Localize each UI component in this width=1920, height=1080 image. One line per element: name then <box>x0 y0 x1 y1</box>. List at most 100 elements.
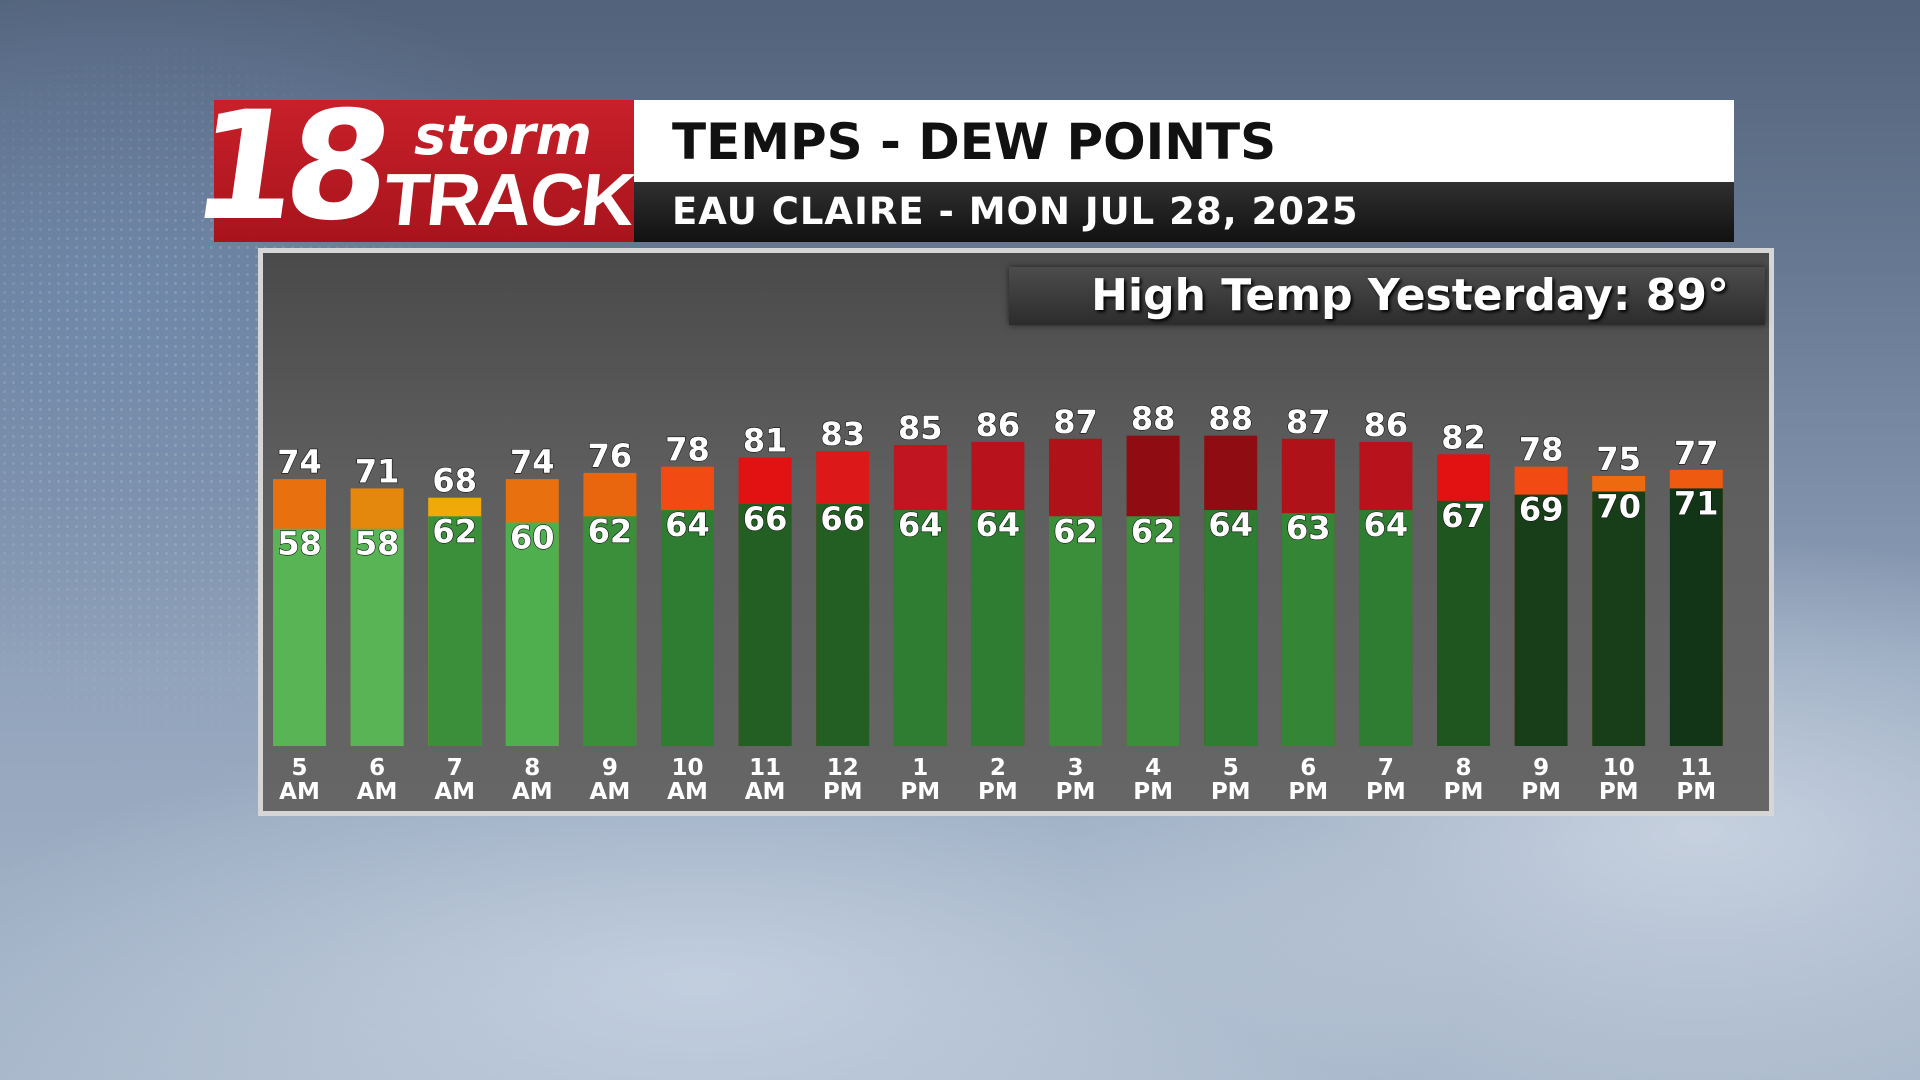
hour-label-5: 10 <box>671 755 703 781</box>
temp-label-13: 87 <box>1286 403 1331 441</box>
temp-label-1: 71 <box>355 452 400 490</box>
dewpoint-label-9: 64 <box>976 506 1021 544</box>
dewpoint-bar-12 <box>1204 510 1258 746</box>
ampm-label-10: PM <box>1056 779 1096 805</box>
dewpoint-bar-3 <box>505 522 559 746</box>
high-temp-label: High Temp Yesterday: <box>1091 270 1631 321</box>
temp-label-12: 88 <box>1208 400 1253 438</box>
temp-label-16: 78 <box>1519 431 1564 469</box>
dewpoint-label-7: 66 <box>820 500 865 538</box>
ampm-label-16: PM <box>1521 779 1561 805</box>
ampm-label-0: AM <box>279 779 320 805</box>
ampm-label-17: PM <box>1599 779 1639 805</box>
ampm-label-12: PM <box>1211 779 1251 805</box>
dewpoint-label-0: 58 <box>277 525 322 563</box>
temp-label-7: 83 <box>820 415 865 453</box>
dewpoint-label-4: 62 <box>588 512 633 550</box>
dewpoint-bar-10 <box>1049 516 1102 746</box>
temp-label-15: 82 <box>1441 418 1486 456</box>
dewpoint-bar-6 <box>738 503 792 746</box>
hour-label-16: 9 <box>1533 755 1549 781</box>
temp-label-5: 78 <box>665 431 710 469</box>
ampm-label-5: AM <box>667 779 708 805</box>
logo-word-track: TRACK <box>379 158 638 241</box>
dewpoint-label-1: 58 <box>355 525 400 563</box>
ampm-label-18: PM <box>1676 779 1716 805</box>
dewpoint-label-16: 69 <box>1519 491 1564 529</box>
hour-label-3: 8 <box>524 755 540 781</box>
logo-number: 18 <box>181 80 391 254</box>
hour-label-2: 7 <box>447 755 463 781</box>
ampm-label-4: AM <box>590 779 631 805</box>
temp-label-6: 81 <box>743 421 788 459</box>
hour-label-12: 5 <box>1223 755 1239 781</box>
ampm-label-7: PM <box>823 779 863 805</box>
high-temp-box: High Temp Yesterday: 89° <box>1009 267 1765 325</box>
ampm-label-2: AM <box>434 779 475 805</box>
page-title: TEMPS - DEW POINTS <box>672 113 1277 171</box>
hour-label-15: 8 <box>1455 755 1471 781</box>
dewpoint-label-6: 66 <box>743 500 788 538</box>
hour-label-13: 6 <box>1300 755 1316 781</box>
dewpoint-bar-17 <box>1592 491 1646 746</box>
subtitle-bar: EAU CLAIRE - MON JUL 28, 2025 <box>634 182 1734 242</box>
high-temp-value: 89° <box>1645 270 1729 321</box>
hour-label-11: 4 <box>1145 755 1161 781</box>
dewpoint-bar-0 <box>273 528 326 746</box>
temp-dewpoint-chart: 74585AM71586AM68627AM74608AM76629AM78641… <box>273 399 1723 805</box>
dewpoint-label-5: 64 <box>665 506 710 544</box>
dewpoint-label-15: 67 <box>1441 497 1486 535</box>
logo-word-storm: storm <box>414 104 592 167</box>
ampm-label-8: PM <box>900 779 940 805</box>
temp-label-17: 75 <box>1596 440 1641 478</box>
dewpoint-bar-13 <box>1281 513 1335 746</box>
station-logo: 18 storm TRACK <box>182 80 638 254</box>
hour-label-17: 10 <box>1603 755 1635 781</box>
temp-label-3: 74 <box>510 443 555 481</box>
dewpoint-label-2: 62 <box>432 512 477 550</box>
temp-label-9: 86 <box>976 406 1021 444</box>
dewpoint-bar-5 <box>661 510 714 746</box>
ampm-label-6: AM <box>745 779 786 805</box>
dewpoint-bar-14 <box>1359 510 1413 746</box>
dewpoint-label-10: 62 <box>1053 512 1098 550</box>
temp-label-8: 85 <box>898 409 943 447</box>
dewpoint-label-3: 60 <box>510 519 555 557</box>
dewpoint-label-17: 70 <box>1596 488 1641 526</box>
location-date: EAU CLAIRE - MON JUL 28, 2025 <box>672 190 1359 233</box>
hour-label-18: 11 <box>1680 755 1712 781</box>
temp-label-2: 68 <box>432 462 477 500</box>
hour-label-0: 5 <box>291 755 307 781</box>
ampm-label-15: PM <box>1444 779 1484 805</box>
ampm-label-11: PM <box>1133 779 1173 805</box>
hour-label-8: 1 <box>912 755 928 781</box>
dewpoint-label-14: 64 <box>1364 506 1409 544</box>
chart-panel: High Temp Yesterday: 89° 74 58 5 AM 71 58 6 AM 6… <box>258 248 1774 816</box>
hour-label-14: 7 <box>1378 755 1394 781</box>
dewpoint-label-11: 62 <box>1131 512 1176 550</box>
hour-label-1: 6 <box>369 755 385 781</box>
dewpoint-label-8: 64 <box>898 506 943 544</box>
dewpoint-bar-18 <box>1669 488 1723 746</box>
dewpoint-label-18: 71 <box>1674 484 1719 522</box>
dewpoint-bar-9 <box>971 510 1025 746</box>
hour-label-4: 9 <box>602 755 618 781</box>
dewpoint-bar-2 <box>428 516 482 746</box>
dewpoint-label-12: 64 <box>1208 506 1253 544</box>
hour-label-7: 12 <box>827 755 859 781</box>
ampm-label-9: PM <box>978 779 1018 805</box>
temp-label-4: 76 <box>588 437 633 475</box>
dewpoint-bar-7 <box>816 503 870 746</box>
dewpoint-bar-16 <box>1514 494 1568 746</box>
hour-label-10: 3 <box>1067 755 1083 781</box>
dewpoint-bar-11 <box>1126 516 1180 746</box>
temp-label-14: 86 <box>1364 406 1409 444</box>
ampm-label-3: AM <box>512 779 553 805</box>
high-temp-text: High Temp Yesterday: 89° <box>1091 271 1729 321</box>
temp-label-18: 77 <box>1674 434 1719 472</box>
temp-label-0: 74 <box>277 443 322 481</box>
dewpoint-bar-8 <box>893 510 947 746</box>
temp-label-10: 87 <box>1053 403 1098 441</box>
ampm-label-13: PM <box>1288 779 1328 805</box>
dewpoint-label-13: 63 <box>1286 509 1331 547</box>
